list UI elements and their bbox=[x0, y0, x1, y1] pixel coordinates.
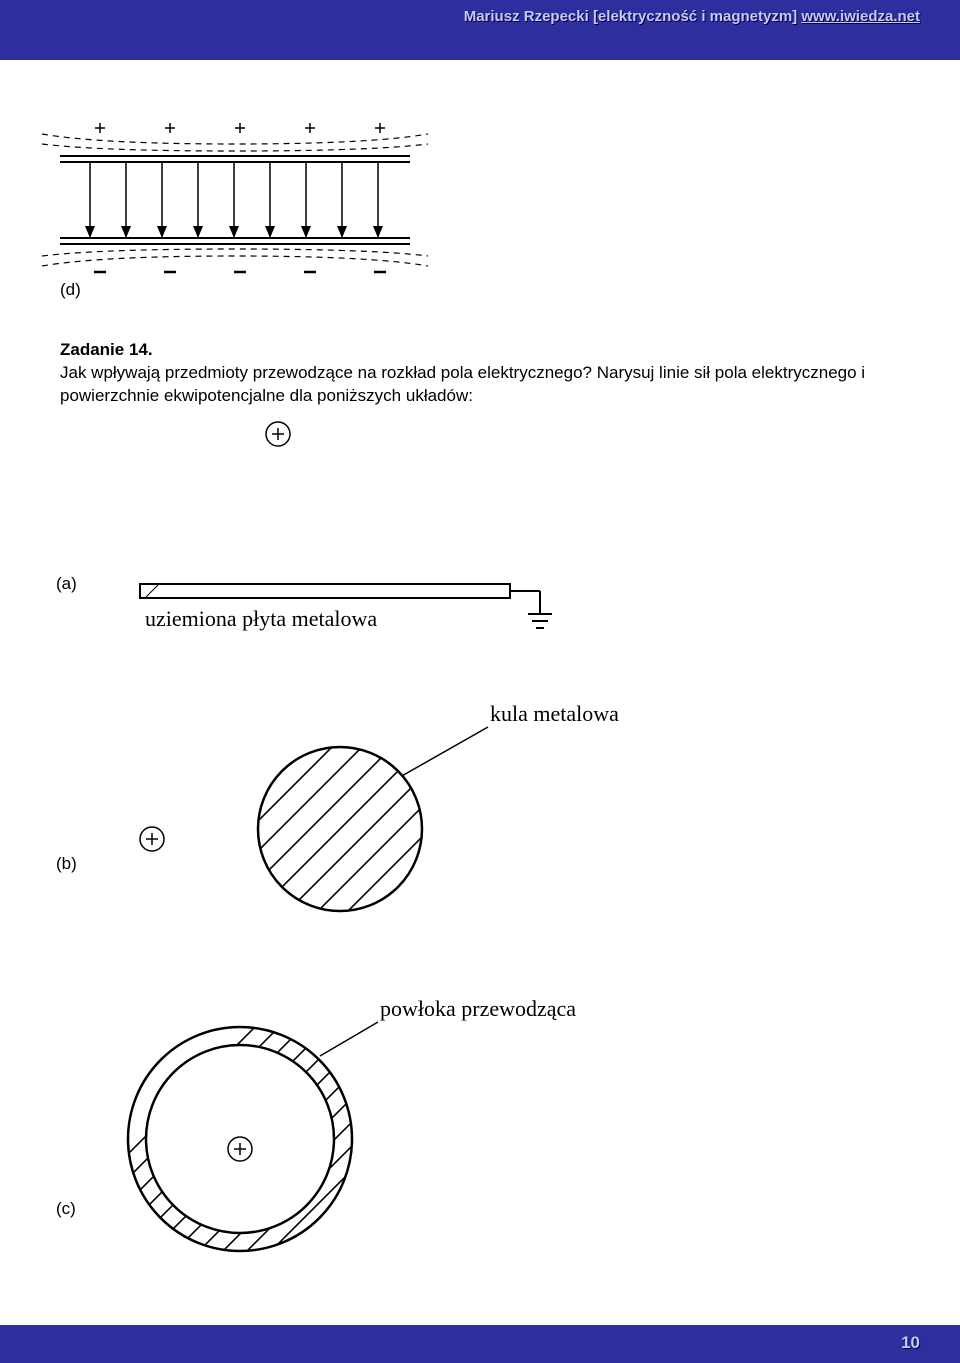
label-b: (b) bbox=[56, 854, 77, 874]
fig-b-label: kula metalowa bbox=[490, 701, 619, 726]
label-a: (a) bbox=[56, 574, 77, 594]
footer-banner: 10 bbox=[0, 1325, 960, 1363]
header-topic: [elektryczność i magnetyzm] bbox=[593, 8, 797, 25]
header-author: Mariusz Rzepecki bbox=[464, 8, 589, 25]
header-site: www.iwiedza.net bbox=[801, 8, 920, 25]
figure-b: kula metalowa bbox=[120, 699, 900, 934]
figure-a: uziemiona płyta metalowa bbox=[120, 414, 900, 659]
figure-c: powłoka przewodząca bbox=[120, 994, 900, 1259]
figure-d bbox=[40, 120, 900, 290]
header-text: Mariusz Rzepecki [elektryczność i magnet… bbox=[464, 8, 920, 25]
fig-c-svg: powłoka przewodząca bbox=[120, 994, 680, 1254]
fig-a-label: uziemiona płyta metalowa bbox=[145, 606, 377, 631]
label-c: (c) bbox=[56, 1199, 76, 1219]
header-banner: Mariusz Rzepecki [elektryczność i magnet… bbox=[0, 0, 960, 60]
task-title: Zadanie 14. bbox=[60, 340, 900, 360]
fig-c-label: powłoka przewodząca bbox=[380, 996, 576, 1021]
fig-b-svg: kula metalowa bbox=[120, 699, 640, 929]
task-body: Jak wpływają przedmioty przewodzące na r… bbox=[60, 362, 900, 408]
fig-a-svg: uziemiona płyta metalowa bbox=[120, 414, 580, 654]
capacitor-svg bbox=[40, 120, 440, 285]
page-number: 10 bbox=[901, 1333, 920, 1353]
